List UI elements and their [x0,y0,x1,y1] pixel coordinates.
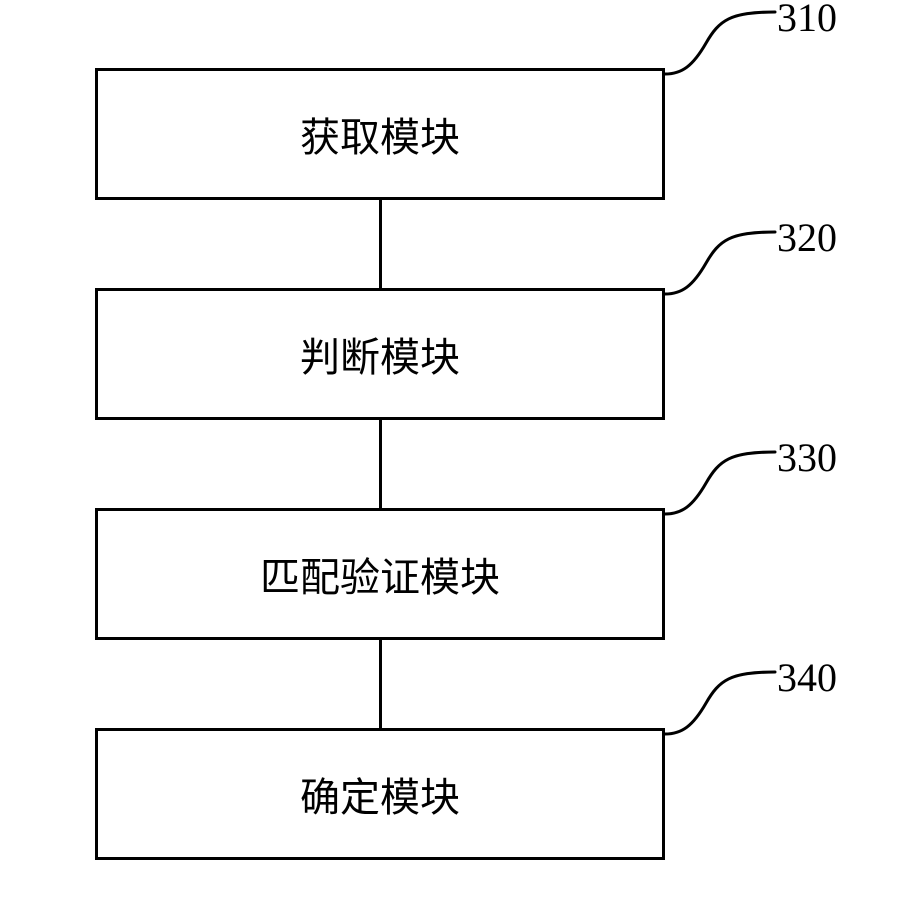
connector [379,640,382,728]
callout-line [662,9,778,77]
flowchart-node: 获取模块 [95,68,665,200]
callout-line [662,229,778,297]
reference-number: 310 [777,0,837,41]
node-label: 确定模块 [300,765,460,823]
flowchart-node: 判断模块 [95,288,665,420]
node-label: 判断模块 [300,325,460,383]
connector [379,420,382,508]
connector [379,200,382,288]
flowchart-node: 匹配验证模块 [95,508,665,640]
diagram-canvas: 获取模块 310 判断模块 320 匹配验证模块 330 确定模块 340 [0,0,908,912]
node-label: 获取模块 [300,105,460,163]
node-label: 匹配验证模块 [260,545,500,603]
reference-number: 340 [777,654,837,701]
reference-number: 320 [777,214,837,261]
flowchart-node: 确定模块 [95,728,665,860]
callout-line [662,669,778,737]
reference-number: 330 [777,434,837,481]
callout-line [662,449,778,517]
